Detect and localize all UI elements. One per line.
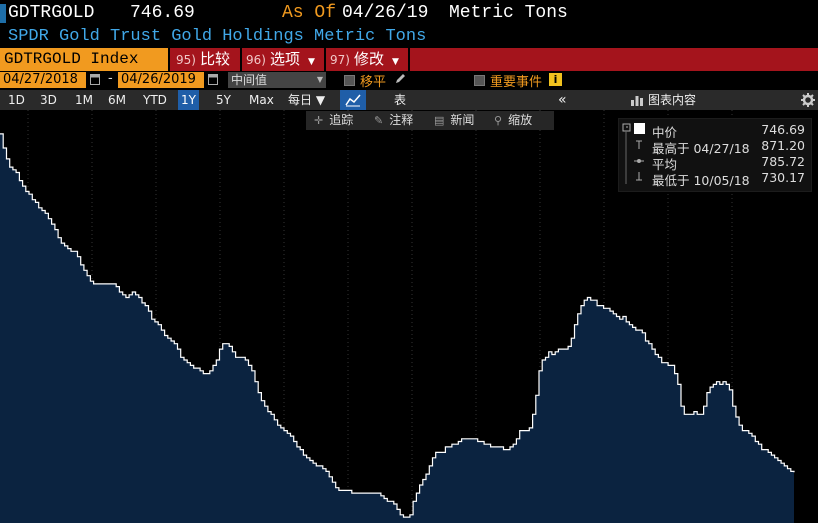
units-label: Metric Tons xyxy=(449,3,568,23)
news-label: 新闻 xyxy=(450,113,475,127)
range-button-3d[interactable]: 3D xyxy=(40,93,57,107)
chart-plot[interactable] xyxy=(0,110,818,523)
legend-avg-label: 平均 xyxy=(652,157,678,172)
edit-number: 97) xyxy=(330,53,350,67)
options-label: 选项 xyxy=(269,50,300,68)
start-date-field[interactable]: 04/27/2018 xyxy=(0,72,86,88)
chart-tools-bar xyxy=(306,111,554,130)
ticker-marker xyxy=(0,4,6,23)
compare-label: 比较 xyxy=(199,50,230,68)
options-number: 96) xyxy=(246,53,266,67)
track-label: 追踪 xyxy=(329,113,354,127)
bar-chart-icon xyxy=(631,96,643,106)
events-checkbox[interactable] xyxy=(474,75,485,86)
track-tool[interactable]: ✛ 追踪 xyxy=(314,111,353,130)
chart-content-button[interactable]: 图表内容 xyxy=(648,93,697,107)
quote-header: GDTRGOLD 746.69 As Of 04/26/19 Metric To… xyxy=(0,0,818,27)
separator xyxy=(324,48,326,71)
range-button-5y[interactable]: 5Y xyxy=(216,93,231,107)
range-button-1m[interactable]: 1M xyxy=(75,93,93,107)
range-button-max[interactable]: Max xyxy=(249,93,274,107)
end-date-field[interactable]: 04/26/2019 xyxy=(118,72,204,88)
date-separator: - xyxy=(108,71,113,86)
range-button-ytd[interactable]: YTD xyxy=(143,93,167,107)
events-label: 重要事件 xyxy=(490,75,543,90)
as-of-date: 04/26/19 xyxy=(342,3,429,23)
pencil-icon[interactable] xyxy=(394,73,406,85)
double-chevron-left-icon[interactable]: « xyxy=(558,92,567,108)
security-field[interactable]: GDTRGOLD Index xyxy=(0,48,168,71)
series-line xyxy=(0,133,795,518)
range-button-6m[interactable]: 6M xyxy=(108,93,126,107)
last-price: 746.69 xyxy=(130,3,195,23)
legend-mid-value: 746.69 xyxy=(761,122,805,137)
crosshair-icon: ✛ xyxy=(314,114,324,127)
news-icon: ▤ xyxy=(434,114,445,127)
compare-number: 95) xyxy=(176,53,196,67)
caret-down-icon: ▼ xyxy=(391,57,399,67)
legend-mid-label: 中价 xyxy=(652,125,678,140)
chart-toolbar xyxy=(0,90,818,110)
legend-high-label: 最高于 04/27/18 xyxy=(652,141,750,156)
security-description: SPDR Gold Trust Gold Holdings Metric Ton… xyxy=(8,27,427,46)
value-mode-label: 中间值 xyxy=(231,73,268,87)
range-button-1d[interactable]: 1D xyxy=(8,93,25,107)
shift-checkbox[interactable] xyxy=(344,75,355,86)
legend-avg-value: 785.72 xyxy=(761,154,805,169)
chart-legend xyxy=(618,118,812,192)
info-icon[interactable]: i xyxy=(549,73,562,86)
pencil-icon: ✎ xyxy=(374,114,384,127)
compare-button[interactable]: 95) 比较 xyxy=(176,48,230,71)
caret-down-icon: ▼ xyxy=(316,75,323,84)
edit-label: 修改 xyxy=(353,50,384,68)
zoom-label: 缩放 xyxy=(508,113,533,127)
calendar-icon[interactable] xyxy=(90,73,100,85)
shift-label: 移平 xyxy=(360,75,387,90)
legend-low-label: 最低于 10/05/18 xyxy=(652,173,750,188)
legend-tree-icon xyxy=(622,123,645,184)
options-button[interactable]: 96) 选项 ▼ xyxy=(246,48,315,71)
value-mode-select[interactable]: 中间值 ▼ xyxy=(228,72,326,88)
range-button-1y[interactable]: 1Y xyxy=(178,90,199,110)
chart-area[interactable] xyxy=(0,110,818,523)
line-chart-button[interactable] xyxy=(340,90,366,110)
legend-low-value: 730.17 xyxy=(761,170,805,185)
series-area xyxy=(0,133,794,523)
annotate-tool[interactable]: ✎ 注释 xyxy=(374,111,413,130)
edit-button[interactable]: 97) 修改 ▼ xyxy=(330,48,399,71)
separator xyxy=(240,48,242,71)
date-bar xyxy=(0,71,818,90)
table-button[interactable]: 表 xyxy=(394,93,407,107)
ticker-symbol[interactable]: GDTRGOLD xyxy=(8,3,95,23)
news-tool[interactable]: ▤ 新闻 xyxy=(434,111,474,130)
separator xyxy=(168,48,170,71)
separator xyxy=(408,48,410,71)
as-of-label: As Of xyxy=(282,3,337,23)
frequency-select[interactable]: 每日 ▼ xyxy=(288,93,326,107)
legend-high-value: 871.20 xyxy=(761,138,805,153)
caret-down-icon: ▼ xyxy=(307,57,315,67)
magnifier-icon: ⚲ xyxy=(494,114,503,127)
gear-icon[interactable] xyxy=(801,93,815,107)
line-chart-icon xyxy=(345,94,361,107)
zoom-tool[interactable]: ⚲ 缩放 xyxy=(494,111,532,130)
calendar-icon[interactable] xyxy=(208,73,218,85)
annotate-label: 注释 xyxy=(389,113,414,127)
